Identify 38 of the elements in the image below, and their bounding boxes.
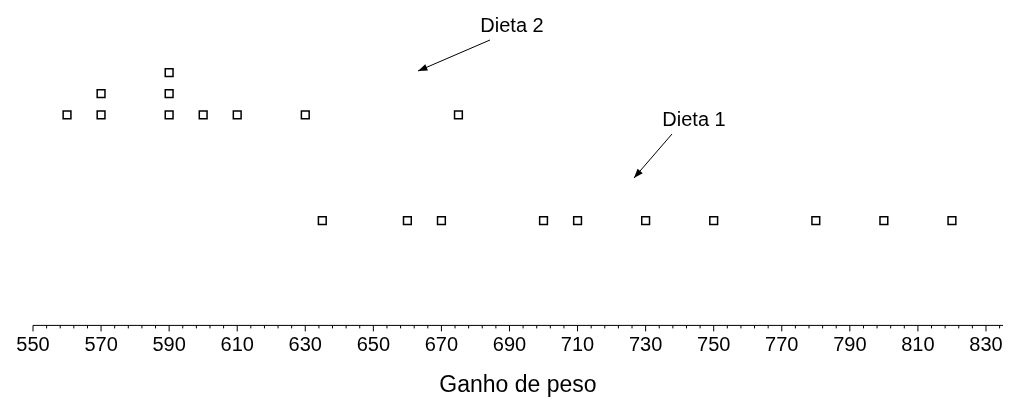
x-tick-label: 690	[492, 332, 527, 355]
point	[402, 215, 413, 226]
point	[947, 215, 957, 226]
point	[538, 215, 549, 226]
x-tick-label: 610	[220, 332, 254, 355]
x-tick-label: 750	[697, 332, 731, 355]
point	[300, 110, 310, 120]
point	[96, 89, 106, 99]
x-axis-title: Ganho de peso	[439, 370, 597, 397]
x-tick-label: 730	[628, 332, 663, 355]
point	[198, 110, 208, 120]
x-tick-label: 830	[969, 332, 1003, 355]
point	[164, 110, 174, 120]
x-tick-label: 550	[16, 332, 50, 355]
point	[811, 215, 821, 226]
point	[640, 215, 651, 226]
x-tick-label: 670	[424, 332, 459, 355]
point	[96, 110, 106, 120]
x-tick-label: 770	[765, 332, 799, 355]
annotation: Dieta 1	[662, 107, 726, 130]
text: Dieta 2	[480, 13, 544, 36]
point	[62, 110, 72, 120]
point	[317, 215, 327, 226]
point	[164, 89, 174, 99]
x-tick-label: 650	[356, 332, 391, 355]
point	[572, 215, 583, 226]
x-tick-label: 810	[901, 332, 935, 355]
x-tick-label: 790	[833, 332, 867, 355]
point	[709, 215, 719, 226]
x-tick-label: 710	[560, 332, 595, 355]
x-tick-label: 590	[152, 332, 186, 355]
x-tick-label: 570	[84, 332, 118, 355]
point	[164, 68, 174, 78]
x-tick-label: 630	[288, 332, 322, 355]
point	[879, 215, 889, 226]
point	[453, 110, 464, 120]
point	[436, 215, 447, 226]
point	[232, 110, 242, 120]
